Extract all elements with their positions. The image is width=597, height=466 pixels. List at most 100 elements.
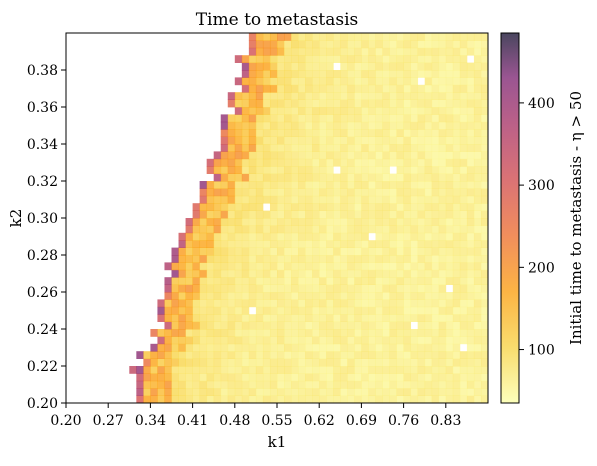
heatmap-cell	[417, 321, 426, 330]
heatmap-cell	[305, 181, 313, 189]
heatmap-cell	[241, 299, 250, 308]
heatmap-cell	[262, 292, 271, 300]
heatmap-cell	[410, 284, 419, 293]
heatmap-cell	[262, 358, 271, 367]
heatmap-cell	[136, 388, 144, 396]
heatmap-cell	[389, 329, 397, 337]
heatmap-cell	[375, 358, 383, 367]
heatmap-cell	[298, 40, 306, 49]
heatmap-cell	[361, 121, 369, 130]
heatmap-cell	[312, 358, 320, 367]
heatmap-cell	[220, 114, 229, 123]
heatmap-cell	[340, 380, 348, 389]
heatmap-cell	[305, 218, 313, 226]
heatmap-cell	[262, 136, 271, 145]
heatmap-cell	[354, 151, 362, 160]
heatmap-cell	[277, 373, 285, 382]
heatmap-cell	[178, 366, 186, 374]
heatmap-cell	[417, 262, 426, 271]
heatmap-cell	[171, 284, 179, 293]
heatmap-cell	[255, 129, 264, 137]
heatmap-cell	[262, 351, 271, 359]
heatmap-cell	[354, 107, 362, 115]
heatmap-cell	[312, 158, 320, 167]
heatmap-cell	[361, 92, 369, 100]
heatmap-cell	[389, 47, 397, 56]
heatmap-cell	[319, 107, 327, 115]
heatmap-cell	[326, 33, 334, 41]
heatmap-cell	[389, 225, 397, 234]
heatmap-cell	[396, 262, 404, 271]
heatmap-cell	[466, 218, 475, 226]
heatmap-cell	[452, 343, 461, 352]
heatmap-cell	[241, 210, 250, 219]
heatmap-cell	[459, 292, 468, 300]
heatmap-cell	[466, 380, 475, 389]
heatmap-cell	[319, 277, 327, 285]
heatmap-cell	[164, 277, 172, 285]
heatmap-cell	[354, 358, 362, 367]
heatmap-cell	[312, 166, 320, 174]
heatmap-cell	[480, 336, 489, 345]
heatmap-cell	[199, 306, 208, 315]
heatmap-cell	[178, 247, 186, 256]
heatmap-cell	[382, 262, 390, 271]
heatmap-cell	[319, 314, 327, 322]
heatmap-cell	[284, 373, 292, 382]
heatmap-cell	[347, 92, 355, 100]
heatmap-cell	[255, 40, 264, 49]
heatmap-cell	[410, 173, 419, 182]
heatmap-cell	[171, 255, 179, 263]
heatmap-cell	[382, 166, 390, 174]
heatmap-cell	[466, 181, 475, 189]
heatmap-cell	[347, 269, 355, 278]
heatmap-cell	[298, 232, 306, 241]
heatmap-cell	[466, 269, 475, 278]
heatmap-cell	[459, 255, 468, 263]
heatmap-cell	[291, 33, 299, 41]
heatmap-cell	[284, 144, 292, 152]
heatmap-cell	[206, 321, 215, 330]
heatmap-cell	[466, 188, 475, 197]
heatmap-cell	[234, 380, 243, 389]
heatmap-cell	[269, 144, 278, 152]
heatmap-cell	[262, 40, 271, 49]
heatmap-cell	[206, 218, 215, 226]
x-axis-label: k1	[268, 433, 287, 451]
heatmap-cell	[452, 84, 461, 93]
heatmap-cell	[368, 284, 376, 293]
heatmap-cell	[410, 395, 419, 404]
heatmap-cell	[480, 284, 489, 293]
heatmap-cell	[326, 181, 334, 189]
heatmap-cell	[213, 306, 222, 315]
heatmap-cell	[178, 351, 186, 359]
heatmap-cell	[312, 351, 320, 359]
heatmap-cell	[473, 181, 482, 189]
heatmap-cell	[262, 158, 271, 167]
heatmap-cell	[291, 166, 299, 174]
heatmap-cell	[312, 173, 320, 182]
heatmap-cell	[340, 62, 348, 71]
heatmap-cell	[396, 336, 404, 345]
heatmap-cell	[382, 388, 390, 396]
heatmap-cell	[445, 144, 454, 152]
heatmap-cell	[213, 395, 222, 404]
heatmap-cell	[354, 77, 362, 86]
heatmap-cell	[417, 70, 426, 78]
heatmap-cell	[431, 62, 440, 71]
heatmap-cell	[396, 218, 404, 226]
heatmap-cell	[333, 210, 341, 219]
heatmap-cell	[192, 336, 201, 345]
heatmap-cell	[220, 129, 229, 137]
heatmap-cell	[368, 188, 376, 197]
heatmap-cell	[354, 329, 362, 337]
heatmap-cell	[459, 144, 468, 152]
heatmap-cell	[241, 329, 250, 337]
heatmap-cell	[319, 366, 327, 374]
heatmap-cell	[312, 121, 320, 130]
heatmap-cell	[459, 121, 468, 130]
heatmap-cell	[319, 262, 327, 271]
heatmap-cell	[298, 343, 306, 352]
heatmap-cell	[333, 114, 341, 123]
heatmap-cell	[431, 336, 440, 345]
